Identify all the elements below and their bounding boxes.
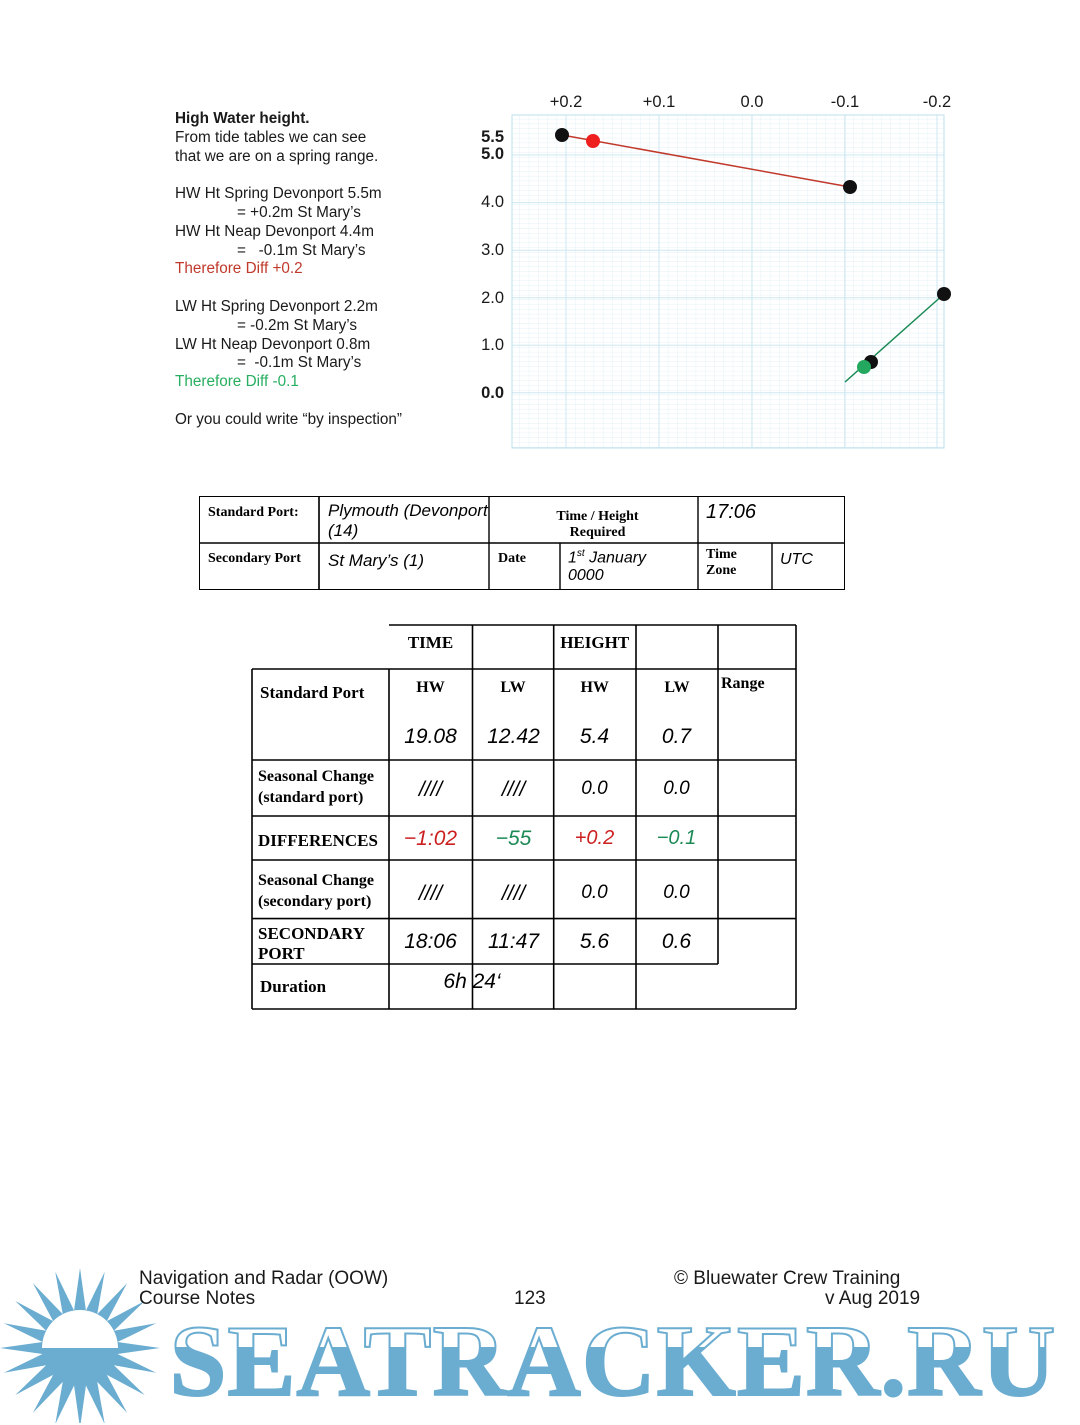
- svg-text:-0.2: -0.2: [923, 93, 951, 111]
- svg-text:-0.1: -0.1: [831, 93, 859, 111]
- svg-text:5.5: 5.5: [481, 128, 504, 146]
- svg-text:+0.1: +0.1: [643, 93, 676, 111]
- svg-text:4.0: 4.0: [481, 193, 504, 211]
- svg-text:2.0: 2.0: [481, 289, 504, 307]
- svg-text:3.0: 3.0: [481, 241, 504, 259]
- svg-text:0.0: 0.0: [481, 384, 504, 402]
- svg-text:+0.2: +0.2: [550, 93, 583, 111]
- svg-text:5.0: 5.0: [481, 145, 504, 163]
- svg-text:0.0: 0.0: [741, 93, 764, 111]
- svg-text:1.0: 1.0: [481, 336, 504, 354]
